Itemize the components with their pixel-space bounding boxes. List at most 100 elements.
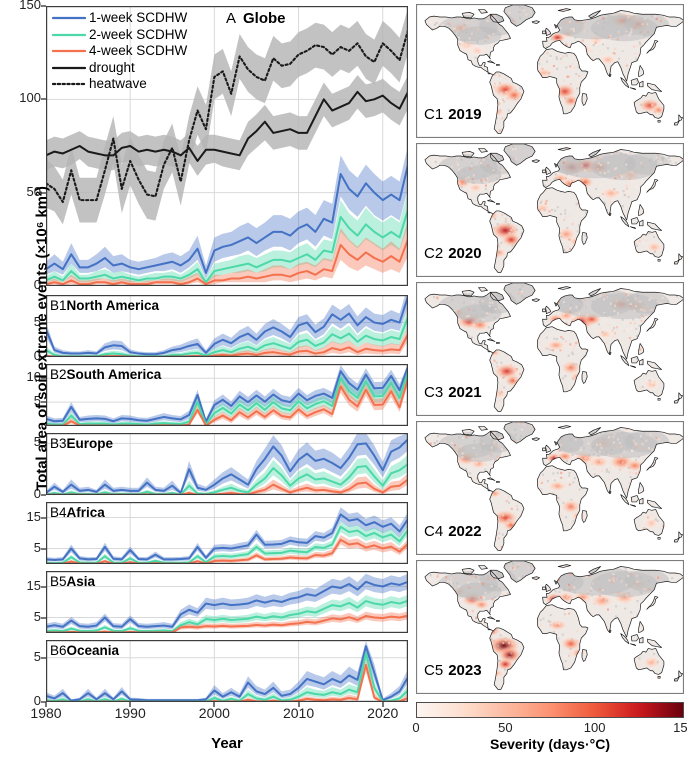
panel-b2-plot (46, 364, 408, 426)
y-tick-label: 5 (33, 608, 41, 624)
y-tick-label: 0 (33, 348, 41, 363)
y-tick-mark (41, 701, 46, 703)
x-tick-mark (297, 702, 300, 707)
y-tick-label: 100 (19, 90, 41, 106)
map-label-c5: C5 2023 (424, 662, 482, 679)
series-1-week-scdhw (46, 580, 408, 628)
x-tick-label: 2010 (282, 705, 315, 721)
panel-b4-title: B4Africa (50, 505, 105, 520)
y-tick-mark (41, 191, 46, 194)
colorbar-tick-label: 50 (498, 720, 513, 735)
y-tick-mark (41, 98, 46, 101)
x-axis-label: Year (211, 735, 243, 752)
colorbar-label: Severity (days·°C) (490, 736, 610, 752)
panel-a-title: A Globe (226, 10, 286, 27)
legend-label-1-week-scdhw: 1-week SCDHW (89, 10, 188, 25)
x-tick-label: 2000 (198, 705, 230, 721)
x-tick-mark (382, 702, 384, 707)
y-tick-mark (41, 442, 46, 445)
y-tick-label: 15 (26, 577, 41, 593)
y-tick-label: 10 (26, 369, 41, 385)
y-tick-label: 0 (33, 693, 41, 708)
y-tick-label: 50 (26, 183, 41, 199)
y-tick-mark (41, 356, 46, 358)
y-tick-mark (41, 547, 46, 550)
legend-swatch-heatwave (52, 82, 86, 86)
y-tick-mark (41, 494, 46, 496)
y-tick-mark (41, 516, 46, 519)
panel-b5-title: B5Asia (50, 574, 96, 589)
y-tick-label: 5 (33, 393, 41, 409)
panel-b5-plot (46, 571, 408, 633)
series-4-week-scdhw (46, 238, 408, 286)
map-label-c4: C4 2022 (424, 523, 482, 540)
legend-label-2-week-scdhw: 2-week SCDHW (89, 26, 188, 42)
legend-swatch-4-week-scdhw (52, 49, 86, 53)
series-2-week-scdhw (46, 599, 408, 633)
panel-b2-title: B2South America (50, 367, 162, 382)
series-2-week-scdhw (46, 652, 408, 702)
severity-colorbar (416, 702, 684, 718)
series-1-week-scdhw (46, 513, 408, 561)
series-1-week-scdhw (46, 295, 408, 356)
y-tick-label: 0 (33, 486, 41, 501)
map-panel-c5 (416, 560, 684, 694)
x-tick-mark (129, 702, 131, 707)
series-2-week-scdhw (46, 463, 408, 495)
panel-b4-plot (46, 502, 408, 564)
y-tick-label: 0 (33, 277, 41, 292)
colorbar-tick-label: 150 (673, 720, 688, 735)
legend-label-heatwave: heatwave (89, 76, 147, 91)
series-2-week-scdhw (46, 316, 408, 357)
map-panel-c4 (416, 421, 684, 555)
panel-b3-title: B3Europe (50, 436, 114, 451)
legend-swatch-2-week-scdhw (52, 33, 86, 36)
y-tick-mark (41, 585, 46, 588)
series-4-week-scdhw (46, 614, 408, 633)
x-tick-mark (45, 702, 47, 707)
y-tick-label: 5 (33, 648, 41, 664)
y-tick-mark (41, 377, 46, 379)
x-tick-label: 2020 (367, 705, 399, 721)
y-tick-mark (41, 5, 46, 7)
y-tick-mark (41, 401, 46, 403)
y-tick-mark (41, 285, 46, 287)
legend-label-4-week-scdhw: 4-week SCDHW (89, 43, 188, 58)
map-label-c1: C1 2019 (424, 106, 482, 123)
series-drought (46, 90, 408, 162)
y-tick-label: 150 (19, 0, 41, 12)
panel-b1-title: B1North America (50, 298, 160, 313)
series-1-week-scdhw (46, 365, 408, 423)
series-1-week-scdhw (46, 163, 408, 274)
y-tick-mark (41, 657, 46, 659)
panel-b3-plot (46, 433, 408, 495)
x-tick-mark (213, 702, 216, 707)
y-tick-mark (41, 616, 46, 619)
series-2-week-scdhw (46, 208, 408, 284)
map-label-c3: C3 2021 (424, 384, 482, 401)
panel-b6-plot (46, 640, 408, 702)
series-2-week-scdhw (46, 525, 408, 564)
y-tick-label: 5 (33, 313, 41, 329)
x-tick-label: 1980 (30, 705, 62, 721)
colorbar-tick-label: 0 (412, 720, 420, 735)
y-tick-label: 5 (33, 434, 41, 450)
map-label-c2: C2 2020 (424, 245, 482, 262)
series-2-week-scdhw (46, 370, 408, 426)
series-heatwave (46, 29, 408, 204)
map-panel-c2 (416, 143, 684, 277)
legend-swatch-drought (52, 66, 86, 69)
panel-b6-title: B6Oceania (50, 643, 120, 658)
series-4-week-scdhw (46, 538, 408, 564)
x-tick-label: 1990 (114, 705, 146, 721)
legend-label-drought: drought (89, 59, 135, 75)
y-tick-label: 5 (33, 539, 41, 555)
map-panel-c3 (416, 282, 684, 416)
panel-a-plot (46, 6, 408, 286)
map-panel-c1 (416, 4, 684, 138)
colorbar-tick-label: 100 (583, 720, 606, 735)
y-tick-mark (41, 321, 46, 324)
series-1-week-scdhw (46, 645, 408, 702)
panel-b1-plot (46, 295, 408, 357)
